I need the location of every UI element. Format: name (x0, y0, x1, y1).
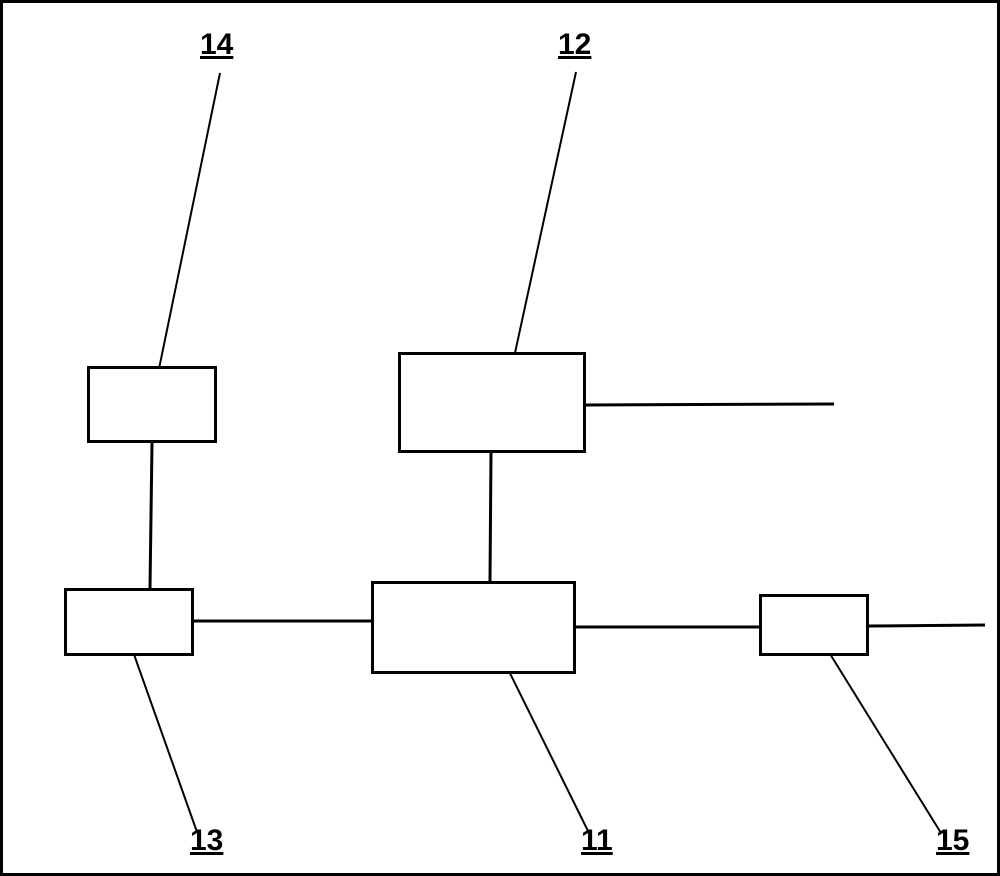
edge-n14-n13 (150, 443, 152, 588)
node-n15 (759, 594, 869, 656)
label-L12: 12 (558, 28, 591, 62)
label-L13: 13 (190, 824, 223, 858)
node-n11 (371, 581, 576, 674)
node-n13 (64, 588, 194, 656)
leader-L13 (131, 646, 197, 832)
block-diagram: 14 12 13 11 15 (0, 0, 1000, 876)
leader-L11 (499, 651, 589, 833)
edge-n12-n11 (490, 453, 491, 581)
edge-n12-out12 (586, 404, 834, 405)
label-L14: 14 (200, 28, 233, 62)
label-L15: 15 (936, 824, 969, 858)
node-n12 (398, 352, 586, 453)
leader-L14 (154, 73, 220, 393)
edge-n15-out15 (869, 625, 985, 626)
node-n14 (87, 366, 217, 443)
label-L11: 11 (581, 824, 613, 858)
leader-L12 (505, 72, 576, 399)
leader-L15 (822, 641, 941, 833)
